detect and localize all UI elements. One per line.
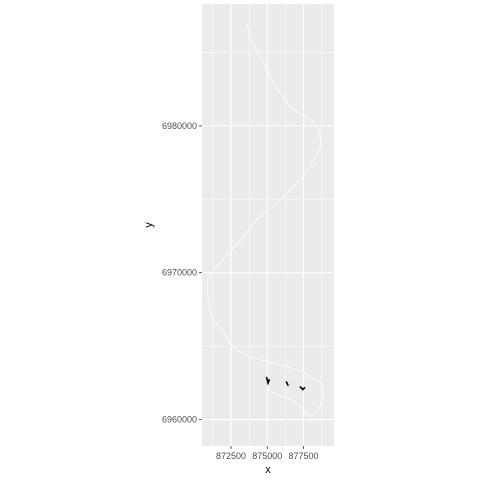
feature-1 bbox=[265, 376, 271, 386]
feature-3 bbox=[299, 385, 306, 391]
y-tick-label: 6970000 bbox=[162, 268, 197, 278]
boundary-line bbox=[207, 23, 325, 418]
x-tick-label: 872500 bbox=[216, 451, 246, 461]
x-axis-title: x bbox=[265, 464, 271, 476]
plot-panel bbox=[202, 4, 334, 446]
y-tick-label: 6980000 bbox=[162, 121, 197, 131]
x-axis: 872500 875000 877500 bbox=[216, 446, 319, 461]
x-tick-label: 877500 bbox=[289, 451, 319, 461]
y-axis-title: y bbox=[143, 222, 155, 228]
y-tick-label: 6960000 bbox=[162, 415, 197, 425]
features-layer bbox=[265, 376, 306, 391]
grid-minor bbox=[202, 4, 334, 446]
grid-major bbox=[202, 4, 334, 446]
feature-2 bbox=[285, 381, 290, 387]
y-axis: 6960000 6970000 6980000 bbox=[162, 121, 202, 425]
x-tick-label: 875000 bbox=[252, 451, 282, 461]
